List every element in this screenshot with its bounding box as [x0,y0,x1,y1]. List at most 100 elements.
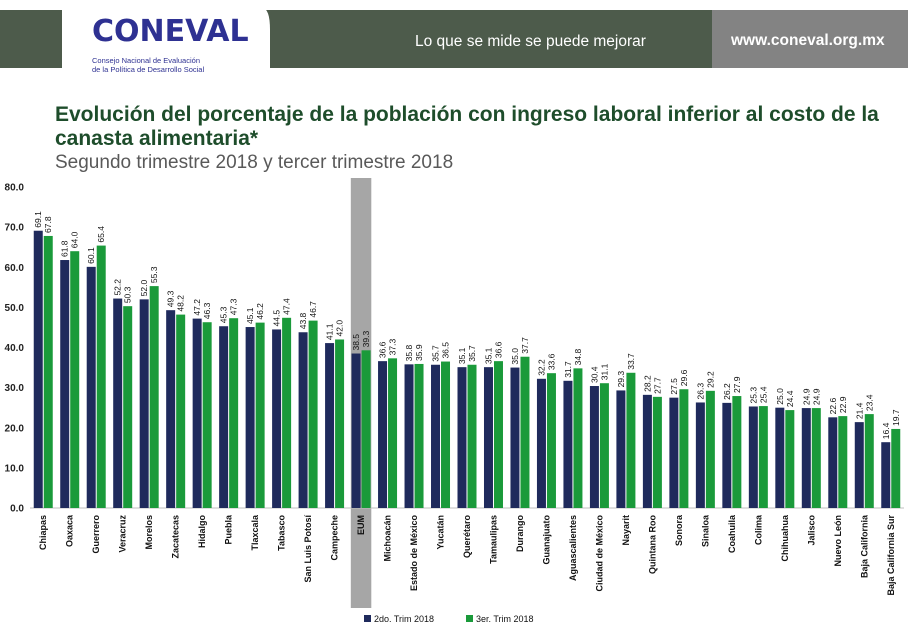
bar-2do-trim [298,332,308,508]
value-label: 25.0 [775,388,785,405]
bar-2do-trim [325,343,335,508]
value-label: 52.2 [113,279,123,296]
value-label: 25.4 [758,386,768,403]
bar-3er-trim [467,364,477,508]
category-label: Nayarit [621,515,631,546]
category-label: Puebla [224,514,234,545]
bar-2do-trim [669,397,679,508]
category-label: Michoacán [383,515,393,562]
bar-2do-trim [695,402,705,508]
logo-backdrop [62,8,270,90]
bar-3er-trim [388,358,398,508]
bar-3er-trim [732,396,742,508]
bar-3er-trim [546,373,556,508]
bar-3er-trim [70,251,80,508]
category-label: Hidalgo [197,514,207,548]
value-label: 35.7 [431,345,441,362]
bar-2do-trim [854,422,864,508]
bar-3er-trim [361,350,371,508]
bar-2do-trim [60,260,70,508]
bar-2do-trim [775,407,785,508]
value-label: 30.4 [589,366,599,383]
bar-3er-trim [864,414,874,508]
value-label: 43.8 [298,312,308,329]
value-label: 27.9 [732,376,742,393]
value-label: 49.3 [166,290,176,307]
bar-2do-trim [431,364,441,508]
bar-2do-trim [748,406,758,508]
bar-2do-trim [510,367,520,508]
banner-grey-band [712,10,908,68]
category-label: Estado de México [409,515,419,592]
category-label: Sinaloa [700,514,710,547]
bar-2do-trim [589,386,599,508]
bar-2do-trim [801,408,811,508]
category-label: Nuevo León [833,515,843,567]
value-label: 36.5 [441,342,451,359]
logo-subtitle-line2: de la Política de Desarrollo Social [92,65,205,74]
category-label: Yucatán [436,515,446,550]
category-label: Sonora [674,514,684,546]
value-label: 44.5 [272,310,282,327]
bar-2do-trim [378,361,388,508]
y-tick-label: 70.0 [5,223,25,234]
category-label: Tamaulipas [488,515,498,564]
value-label: 22.6 [828,398,838,415]
value-label: 55.3 [149,266,159,283]
value-label: 35.7 [467,345,477,362]
bar-3er-trim [441,361,451,508]
bar-3er-trim [308,320,318,508]
y-tick-label: 50.0 [5,303,25,314]
bar-3er-trim [149,286,159,508]
category-label: Ciudad de México [594,515,604,592]
logo-wordmark: CONEVAL [92,14,249,49]
y-tick-label: 10.0 [5,463,25,474]
value-label: 47.3 [229,298,239,315]
value-label: 22.9 [838,396,848,413]
value-label: 67.8 [43,216,53,233]
bar-3er-trim [838,416,848,508]
value-label: 24.9 [811,388,821,405]
category-label: Baja California Sur [886,515,896,596]
value-label: 35.9 [414,344,424,361]
value-label: 52.0 [139,280,149,297]
value-label: 46.2 [255,303,265,320]
value-label: 47.4 [282,298,292,315]
website-link[interactable]: www.coneval.org.mx [731,32,885,49]
value-label: 37.7 [520,337,530,354]
value-label: 45.3 [219,306,229,323]
bar-2do-trim [219,326,229,508]
header-banner [0,8,908,90]
bar-2do-trim [536,378,546,508]
bar-2do-trim [245,327,255,508]
value-label: 35.1 [483,347,493,364]
value-label: 24.4 [785,390,795,407]
bar-3er-trim [202,322,212,508]
value-label: 23.4 [864,394,874,411]
value-label: 65.4 [96,226,106,243]
bar-3er-trim [573,368,583,508]
value-label: 24.9 [801,388,811,405]
legend-label-3er-trim: 3er. Trim 2018 [476,614,534,624]
value-label: 26.3 [695,383,705,400]
value-label: 21.4 [854,402,864,419]
bar-3er-trim [679,389,689,508]
bar-3er-trim [229,318,239,508]
bar-2do-trim [33,230,43,508]
value-label: 29.2 [705,371,715,388]
value-label: 31.7 [563,361,573,378]
bar-3er-trim [785,410,795,508]
value-label: 16.4 [881,422,891,439]
category-label: Chiapas [38,515,48,550]
y-tick-label: 20.0 [5,423,25,434]
bar-3er-trim [705,390,715,508]
value-label: 45.1 [245,307,255,324]
y-tick-label: 80.0 [5,183,25,194]
bar-3er-trim [96,245,106,508]
value-label: 64.0 [70,231,80,248]
value-label: 29.6 [679,369,689,386]
category-label: Veracruz [118,515,128,553]
bar-3er-trim [891,428,901,508]
bar-3er-trim [414,363,424,508]
bar-3er-trim [811,408,821,508]
